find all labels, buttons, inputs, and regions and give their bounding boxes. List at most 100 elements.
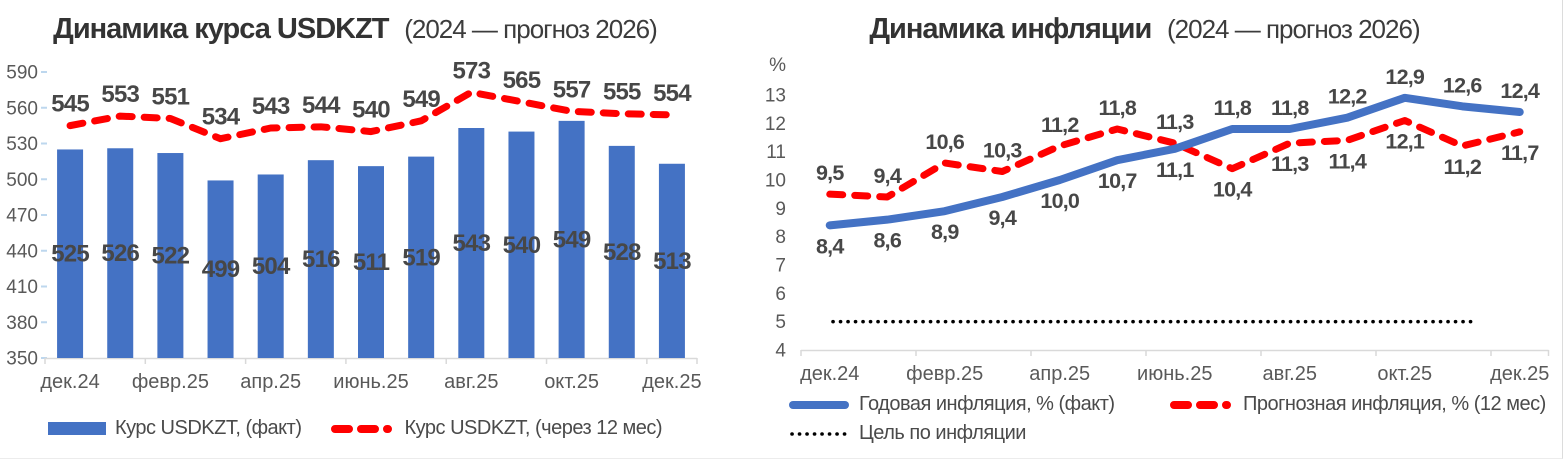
inflation-plot-area: 13 12 11 10 9 8 7 6 5 4% дек.24 февр.25 апр.25 июнь.2…: [765, 57, 1550, 385]
svg-text:11,2: 11,2: [1041, 113, 1079, 137]
svg-text:февр.25: февр.25: [132, 371, 209, 393]
svg-text:557: 557: [553, 76, 591, 103]
svg-text:12: 12: [765, 114, 786, 135]
legend-item-inflation-target: Цель по инфляции: [788, 422, 1026, 445]
svg-text:8,9: 8,9: [931, 220, 959, 244]
svg-text:7: 7: [775, 256, 786, 277]
svg-text:9,5: 9,5: [816, 161, 844, 185]
svg-text:540: 540: [503, 232, 541, 259]
svg-text:авг.25: авг.25: [1263, 363, 1317, 385]
svg-text:549: 549: [402, 86, 440, 113]
legend-label-inflation-fact: Годовая инфляция, % (факт): [859, 393, 1115, 415]
svg-text:565: 565: [503, 67, 541, 94]
svg-text:4: 4: [775, 341, 786, 362]
inflation-subtitle-text: (2024 — прогноз 2026): [1167, 14, 1421, 44]
svg-text:9,4: 9,4: [989, 206, 1017, 230]
svg-text:380: 380: [6, 313, 38, 334]
svg-text:9: 9: [775, 199, 786, 220]
svg-text:470: 470: [6, 206, 38, 227]
svg-text:540: 540: [352, 97, 390, 124]
svg-text:519: 519: [402, 244, 440, 271]
svg-text:410: 410: [6, 277, 38, 298]
svg-text:12,2: 12,2: [1328, 85, 1367, 109]
svg-text:12,9: 12,9: [1385, 65, 1424, 89]
svg-text:549: 549: [553, 226, 591, 253]
legend-dashed-line-swatch-icon: [1170, 400, 1234, 409]
inflation-legend-row2: Цель по инфляции: [760, 422, 1562, 445]
svg-text:10,4: 10,4: [1213, 178, 1252, 202]
legend-label-usdkzt-fact: Курс USDKZT, (факт): [114, 417, 302, 439]
legend-item-inflation-fact: Годовая инфляция, % (факт): [788, 393, 1170, 416]
svg-text:10,6: 10,6: [925, 130, 964, 154]
svg-text:12,4: 12,4: [1500, 79, 1539, 103]
svg-text:11,2: 11,2: [1444, 155, 1482, 179]
svg-text:590: 590: [6, 63, 38, 84]
legend-solid-line-swatch-icon: [789, 400, 849, 409]
svg-text:530: 530: [6, 134, 38, 155]
inflation-chart: Динамика инфляции (2024 — прогноз 2026) …: [760, 0, 1562, 445]
svg-text:543: 543: [452, 230, 490, 257]
svg-text:534: 534: [202, 104, 241, 131]
svg-text:10,0: 10,0: [1040, 189, 1079, 213]
svg-text:11,8: 11,8: [1099, 96, 1137, 120]
svg-text:окт.25: окт.25: [544, 371, 599, 393]
svg-text:9,4: 9,4: [874, 164, 902, 188]
svg-text:дек.25: дек.25: [1490, 363, 1549, 385]
svg-text:10,7: 10,7: [1098, 169, 1137, 193]
usdkzt-chart: Динамика курса USDKZT (2024 — прогноз 20…: [0, 0, 710, 440]
legend-item-usdkzt-fact: Курс USDKZT, (факт): [47, 417, 302, 440]
svg-text:511: 511: [353, 249, 390, 276]
legend-item-inflation-forecast: Прогнозная инфляция, % (12 мес): [1170, 393, 1546, 416]
svg-text:11,8: 11,8: [1271, 96, 1309, 120]
svg-text:12,1: 12,1: [1385, 130, 1424, 154]
inflation-legend-row1: Годовая инфляция, % (факт) Прогнозная ин…: [760, 393, 1562, 416]
svg-text:543: 543: [252, 93, 290, 120]
usdkzt-subtitle-text: (2024 — прогноз 2026): [404, 14, 658, 44]
usdkzt-title-text: Динамика курса USDKZT: [53, 13, 389, 45]
svg-text:11,3: 11,3: [1156, 110, 1194, 134]
legend-bar-swatch-icon: [47, 422, 106, 435]
legend-item-usdkzt-forecast: Курс USDKZT, (через 12 мес): [331, 417, 663, 440]
inflation-title-text: Динамика инфляции: [869, 13, 1152, 45]
svg-text:11: 11: [766, 142, 786, 163]
svg-text:дек.24: дек.24: [800, 363, 859, 385]
inflation-chart-title: Динамика инфляции (2024 — прогноз 2026): [760, 8, 1562, 50]
svg-text:июнь.25: июнь.25: [333, 371, 408, 393]
svg-text:525: 525: [51, 241, 89, 268]
svg-text:11,1: 11,1: [1156, 158, 1194, 182]
svg-text:11,8: 11,8: [1214, 96, 1252, 120]
svg-text:516: 516: [302, 246, 340, 273]
svg-text:11,7: 11,7: [1501, 141, 1539, 165]
svg-text:545: 545: [51, 91, 89, 118]
svg-text:440: 440: [6, 241, 38, 262]
svg-text:апр.25: апр.25: [1029, 363, 1090, 385]
usdkzt-chart-title: Динамика курса USDKZT (2024 — прогноз 20…: [0, 8, 710, 50]
svg-text:6: 6: [775, 284, 786, 305]
svg-text:553: 553: [101, 81, 139, 108]
legend-dashed-line-swatch-icon: [331, 424, 396, 433]
svg-text:560: 560: [6, 98, 38, 119]
svg-text:555: 555: [603, 79, 641, 106]
svg-text:8,6: 8,6: [874, 229, 902, 253]
svg-text:13: 13: [765, 86, 786, 107]
svg-text:8,4: 8,4: [816, 234, 844, 258]
svg-text:февр.25: февр.25: [906, 363, 983, 385]
svg-text:5: 5: [775, 312, 786, 333]
svg-text:544: 544: [302, 92, 341, 119]
svg-text:513: 513: [653, 248, 691, 275]
svg-text:350: 350: [6, 349, 38, 370]
svg-text:окт.25: окт.25: [1377, 363, 1432, 385]
svg-text:8: 8: [775, 227, 786, 248]
legend-label-inflation-target: Цель по инфляции: [859, 422, 1026, 444]
legend-label-inflation-forecast: Прогнозная инфляция, % (12 мес): [1243, 393, 1546, 415]
svg-text:526: 526: [101, 240, 139, 267]
svg-text:522: 522: [152, 243, 190, 270]
svg-text:10,3: 10,3: [983, 139, 1022, 163]
svg-text:504: 504: [252, 253, 291, 280]
svg-text:500: 500: [6, 170, 38, 191]
svg-text:10: 10: [765, 171, 786, 192]
svg-text:%: %: [769, 57, 786, 76]
legend-dotted-line-swatch-icon: [790, 431, 848, 436]
